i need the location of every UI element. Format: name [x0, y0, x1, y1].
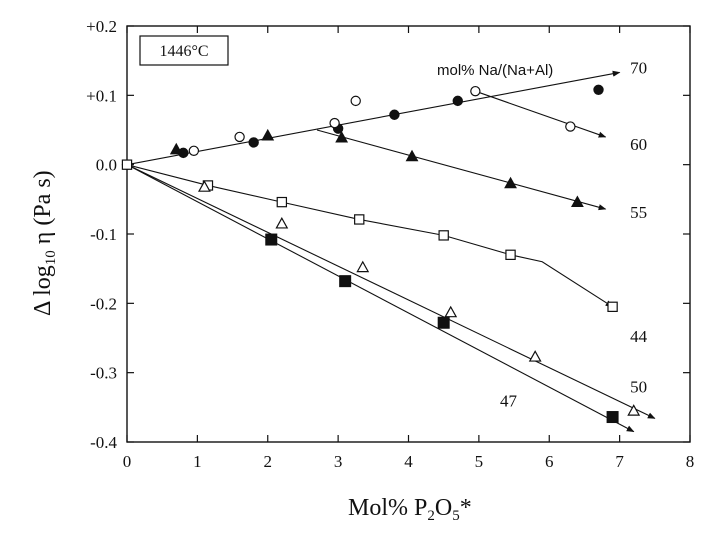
- y-axis-title-sub: 10: [43, 250, 59, 265]
- x-tick-label: 1: [193, 452, 202, 471]
- series-label-44: 44: [630, 327, 648, 346]
- x-tick-label: 7: [615, 452, 624, 471]
- y-tick-label: -0.1: [90, 225, 117, 244]
- data-point-60: [350, 95, 361, 107]
- series-line-44: [126, 164, 614, 308]
- series-line-60: [475, 90, 607, 138]
- data-point-44: [354, 214, 365, 225]
- y-tick-label: 0.0: [96, 156, 117, 175]
- data-point-60: [234, 131, 245, 143]
- legend-title: mol% Na/(Na+Al): [437, 62, 553, 79]
- data-point-55: [405, 149, 419, 162]
- x-tick-label: 6: [545, 452, 554, 471]
- data-point-70: [452, 95, 463, 107]
- y-tick-label: -0.4: [90, 433, 117, 452]
- data-point-50: [444, 305, 458, 318]
- data-point-47: [606, 411, 619, 424]
- data-point-70: [593, 84, 604, 95]
- data-point-60: [329, 117, 340, 129]
- data-point-60: [188, 145, 200, 156]
- x-axis-title-main: Mol% P: [348, 495, 427, 521]
- data-point-50: [356, 260, 370, 273]
- x-axis-title-sub2: 5: [452, 508, 460, 524]
- x-tick-label: 2: [264, 452, 273, 471]
- data-point-70: [389, 109, 400, 120]
- x-axis-title-sub: 2: [427, 508, 435, 524]
- series-line-47: [126, 164, 635, 433]
- series-line-70: [126, 70, 621, 166]
- series-label-55: 55: [630, 203, 647, 222]
- series-points: [121, 84, 641, 424]
- y-axis-title-main: Δ log: [30, 265, 56, 316]
- series-label-70: 70: [630, 59, 647, 78]
- data-point-60: [470, 85, 481, 97]
- y-tick-label: -0.2: [90, 294, 117, 313]
- data-point-47: [437, 316, 450, 329]
- data-point-70: [248, 137, 259, 148]
- x-tick-label: 3: [334, 452, 343, 471]
- data-point-55: [261, 128, 275, 141]
- series-labels: 70 60 55 44 50 47: [500, 59, 648, 411]
- series-line-55: [316, 129, 607, 211]
- data-point-55: [169, 142, 183, 155]
- data-point-60: [565, 121, 576, 132]
- axis-ticks: 0 1 2 3 4 5 6 7 8 +0.2 +0.1 0.0 -0.1 -0.2 -0.3 -0.4: [86, 17, 694, 471]
- data-point-47: [339, 275, 352, 288]
- series-line-50: [126, 164, 656, 419]
- x-axis-title-o: O: [435, 495, 452, 521]
- series-label-50: 50: [630, 378, 647, 397]
- data-point-44: [607, 301, 618, 313]
- x-tick-label: 0: [123, 452, 132, 471]
- x-tick-label: 5: [475, 452, 484, 471]
- data-point-44: [276, 196, 288, 208]
- series-label-60: 60: [630, 135, 647, 154]
- x-tick-label: 8: [686, 452, 695, 471]
- plot-frame: [126, 25, 691, 443]
- x-axis-title-star: *: [460, 495, 472, 521]
- y-axis-title-rest: η (Pa s): [30, 170, 56, 250]
- data-point-44: [505, 249, 516, 260]
- data-point-50: [275, 216, 289, 229]
- series-label-47: 47: [500, 391, 518, 410]
- data-point-55: [570, 195, 584, 208]
- data-point-50: [627, 404, 641, 416]
- data-point-50: [528, 350, 542, 362]
- data-point-50: [197, 180, 211, 192]
- data-point-44: [438, 230, 449, 241]
- data-point-55: [504, 176, 517, 189]
- x-tick-label: 4: [404, 452, 413, 471]
- temperature-label: 1446°C: [159, 43, 208, 60]
- y-tick-label: -0.3: [90, 364, 117, 383]
- y-tick-label: +0.2: [86, 17, 117, 36]
- series-lines: [126, 70, 656, 433]
- temperature-box: [139, 35, 229, 66]
- data-point-47: [265, 233, 278, 246]
- y-tick-label: +0.1: [86, 86, 117, 105]
- y-axis-title: Δ log10 η (Pa s): [30, 170, 59, 316]
- data-point-44: [121, 159, 133, 170]
- x-axis-title: Mol% P2O5*: [348, 495, 472, 524]
- data-point-55: [335, 130, 349, 143]
